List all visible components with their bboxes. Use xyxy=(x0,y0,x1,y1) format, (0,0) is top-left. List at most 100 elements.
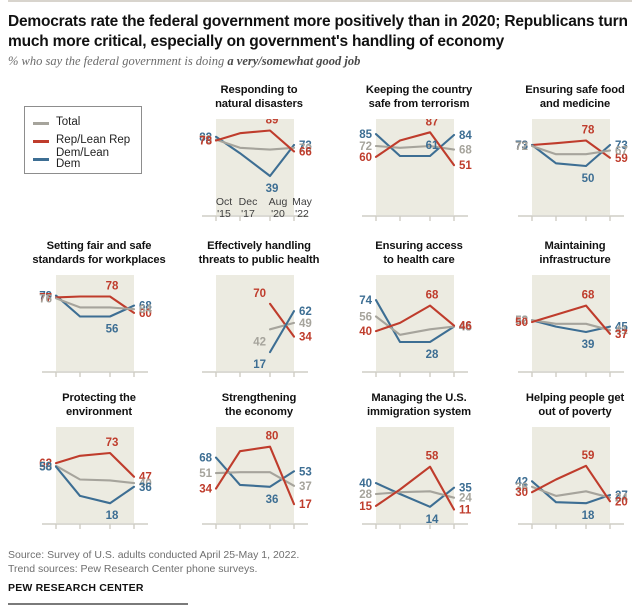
value-label-end: 49 xyxy=(299,318,312,330)
line-chart-svg: 40 35 14 28 24 15 11 58 xyxy=(359,427,472,530)
plot-shaded-band xyxy=(216,275,294,372)
panel-plot: 42 27 18 36 24 30 20 59 xyxy=(500,427,640,539)
value-label-mid: 89 xyxy=(266,119,279,126)
series-line xyxy=(54,295,136,315)
source-note: Source: Survey of U.S. adults conducted … xyxy=(8,548,628,576)
panel-plot: 34 70 49 42 62 17 xyxy=(184,275,334,387)
value-label-end: 41 xyxy=(615,326,628,338)
series-line xyxy=(268,310,296,354)
panel-title-line: Keeping the country xyxy=(365,84,473,96)
panel-title-line: and medicine xyxy=(539,97,611,110)
value-label-start: 30 xyxy=(515,488,528,500)
value-label-mid: 61 xyxy=(426,140,439,152)
chart-panel: Protecting the environment 62 47 73 59 40 58 36 1… xyxy=(24,392,174,539)
tick-month: Aug xyxy=(268,196,288,208)
legend-label: Dem/Lean Dem xyxy=(56,146,110,170)
series-line xyxy=(54,452,136,479)
tick-month: May xyxy=(292,196,312,208)
value-label-start: 76 xyxy=(39,294,52,306)
series-line xyxy=(374,482,456,509)
value-label-end: 17 xyxy=(299,499,312,511)
value-label-mid: 50 xyxy=(582,173,595,185)
value-label-start: 28 xyxy=(359,489,372,501)
series-line xyxy=(374,131,456,167)
series-line xyxy=(374,299,456,344)
panel-title-line: Setting fair and safe xyxy=(46,240,152,252)
panel-title-line: safe from terrorism xyxy=(368,97,470,110)
panel-title-line: to health care xyxy=(383,253,455,266)
value-label-end: 66 xyxy=(299,147,312,159)
panel-plot: 73 59 78 73 73 50 72 67 xyxy=(500,119,640,231)
value-label-mid: 18 xyxy=(582,510,595,522)
series-line xyxy=(54,465,136,485)
line-chart-svg: 68 53 36 51 37 34 17 80 xyxy=(199,427,312,530)
value-label-end: 53 xyxy=(299,467,312,479)
tick-month: Oct xyxy=(215,196,233,208)
series-line xyxy=(54,465,136,505)
panel-title: Managing the U.S. immigration system xyxy=(344,392,494,419)
legend-item-rep: Rep/Lean Rep xyxy=(33,132,133,150)
panel-title-line: Managing the U.S. xyxy=(371,392,467,404)
value-label-end: 24 xyxy=(615,493,628,505)
value-label-end: 45 xyxy=(615,322,628,334)
source-line-2: Trend sources: Pew Research Center phone… xyxy=(8,563,258,576)
panel-title: Protecting the environment xyxy=(24,392,174,419)
chart-subtitle: % who say the federal government is doin… xyxy=(8,54,628,69)
page-title: Democrats rate the federal government mo… xyxy=(8,13,628,50)
value-label-start: 74 xyxy=(359,295,372,307)
value-label-mid: 70 xyxy=(253,288,266,300)
value-label-mid: 17 xyxy=(253,359,266,371)
value-label-start: 73 xyxy=(515,140,528,152)
panel-title-line: Ensuring access xyxy=(375,240,463,252)
value-label-end: 68 xyxy=(459,145,472,157)
legend-swatch-icon xyxy=(33,121,49,125)
chart-panel: Ensuring access to health care 74 45 28 56 45 4… xyxy=(344,240,494,387)
value-label-start: 50 xyxy=(515,317,528,329)
chart-panel: Managing the U.S. immigration system 40 35 1… xyxy=(344,392,494,539)
value-label-start: 52 xyxy=(515,315,528,327)
chart-panel: Responding to natural disasters 82 73 39 79 70… xyxy=(184,84,334,231)
value-label-end: 36 xyxy=(139,482,152,494)
panel-title: Ensuring access to health care xyxy=(344,240,494,267)
legend-item-dem: Dem/Lean Dem xyxy=(33,146,133,170)
value-label-start: 59 xyxy=(39,461,52,473)
series-line xyxy=(54,297,136,311)
panel-title-line: the economy xyxy=(225,405,293,418)
value-label-mid: 18 xyxy=(106,510,119,522)
value-label-start: 56 xyxy=(359,312,372,324)
series-line xyxy=(374,133,456,158)
line-chart-svg: 82 73 39 79 70 78 66 89 xyxy=(199,119,312,222)
chart-panel: Ensuring safe food and medicine 73 59 78 73 73… xyxy=(500,84,640,231)
value-label-end: 64 xyxy=(139,305,152,317)
panel-title-line: Strengthening xyxy=(221,392,297,404)
chart-panel: Setting fair and safe standards for workp… xyxy=(24,240,174,387)
value-label-mid: 36 xyxy=(266,494,279,506)
chart-legend: Total Rep/Lean Rep Dem/Lean Dem xyxy=(24,106,142,174)
series-line xyxy=(214,138,296,151)
value-label-start: 15 xyxy=(359,501,372,513)
series-line xyxy=(530,145,612,156)
value-label-end: 24 xyxy=(459,493,472,505)
chart-panel: Strengthening the economy 68 53 36 51 37 34 17 80 xyxy=(184,392,334,539)
chart-panel: Keeping the country safe from terrorism 85… xyxy=(344,84,494,231)
panel-title: Responding to natural disasters xyxy=(184,84,334,111)
panel-plot: 68 53 36 51 37 34 17 80 xyxy=(184,427,334,539)
value-label-end: 62 xyxy=(299,306,312,318)
value-label-end: 35 xyxy=(459,483,472,495)
value-label-mid: 73 xyxy=(106,437,119,449)
series-line xyxy=(374,304,456,333)
value-label-end: 20 xyxy=(615,497,628,509)
panel-title: Effectively handling threats to public he… xyxy=(184,240,334,267)
tick-year: '15 xyxy=(217,208,231,221)
series-line xyxy=(374,315,456,337)
value-label-mid: 68 xyxy=(582,290,595,302)
x-axis-tick-label: Aug '20 xyxy=(265,196,293,221)
value-label-mid: 68 xyxy=(426,290,439,302)
panel-title-line: environment xyxy=(65,405,133,418)
value-label-start: 58 xyxy=(39,462,52,474)
series-line xyxy=(530,486,612,500)
legend-swatch-icon xyxy=(33,157,49,161)
series-line xyxy=(374,465,456,511)
